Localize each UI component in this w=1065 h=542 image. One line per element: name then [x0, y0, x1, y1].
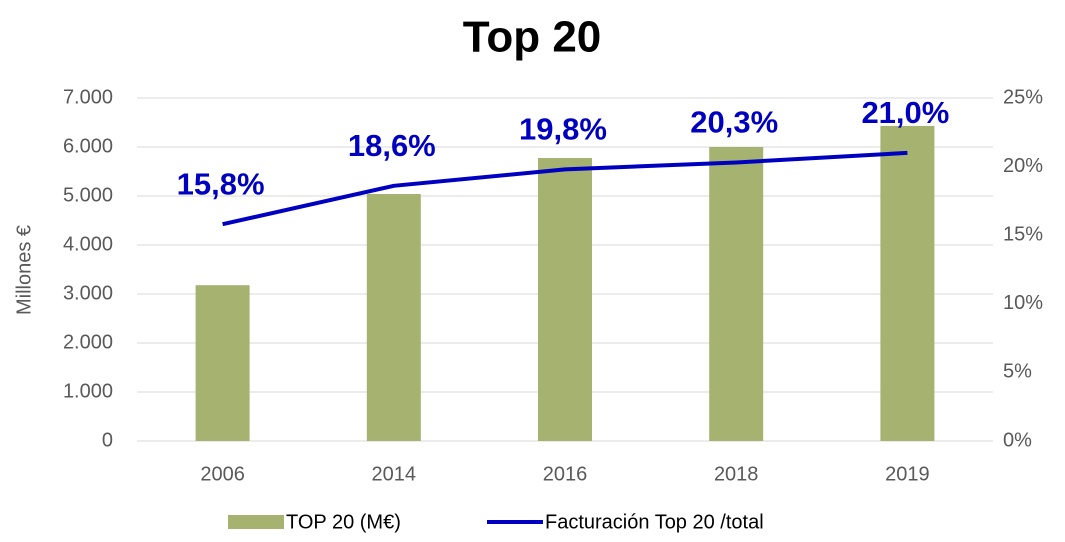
x-tick-label: 2018: [714, 463, 759, 485]
y2-tick-label: 0%: [1003, 429, 1032, 451]
bar: [195, 285, 250, 441]
legend-label: TOP 20 (M€): [286, 511, 401, 533]
y-axis-title: Millones €: [13, 225, 35, 315]
x-tick-label: 2016: [543, 463, 588, 485]
y-tick-label: 3.000: [63, 282, 113, 304]
data-label: 21,0%: [861, 95, 949, 130]
y-tick-label: 1.000: [63, 380, 113, 402]
y2-tick-label: 25%: [1003, 86, 1043, 108]
y-tick-label: 0: [102, 429, 113, 451]
y2-tick-label: 15%: [1003, 223, 1043, 245]
y2-tick-label: 20%: [1003, 155, 1043, 177]
y2-tick-label: 10%: [1003, 292, 1043, 314]
x-tick-label: 2006: [200, 463, 245, 485]
bar: [538, 158, 592, 441]
data-label: 15,8%: [177, 166, 265, 201]
legend-label: Facturación Top 20 /total: [545, 511, 764, 533]
y-tick-label: 5.000: [63, 184, 113, 206]
x-tick-label: 2019: [885, 463, 930, 485]
bar: [880, 125, 935, 442]
y-tick-label: 4.000: [63, 233, 113, 255]
data-label: 20,3%: [690, 105, 778, 140]
data-label: 18,6%: [348, 128, 436, 163]
data-label: 19,8%: [519, 112, 607, 147]
y2-tick-label: 5%: [1003, 361, 1032, 383]
line: [222, 150, 908, 227]
y-tick-label: 7.000: [63, 86, 113, 108]
y-tick-label: 2.000: [63, 331, 113, 353]
bar: [366, 194, 421, 441]
y-tick-label: 6.000: [63, 135, 113, 157]
bar: [709, 147, 764, 441]
legend-swatch: [228, 515, 284, 529]
x-tick-label: 2014: [372, 463, 417, 485]
chart-title: Top 20: [463, 13, 602, 62]
